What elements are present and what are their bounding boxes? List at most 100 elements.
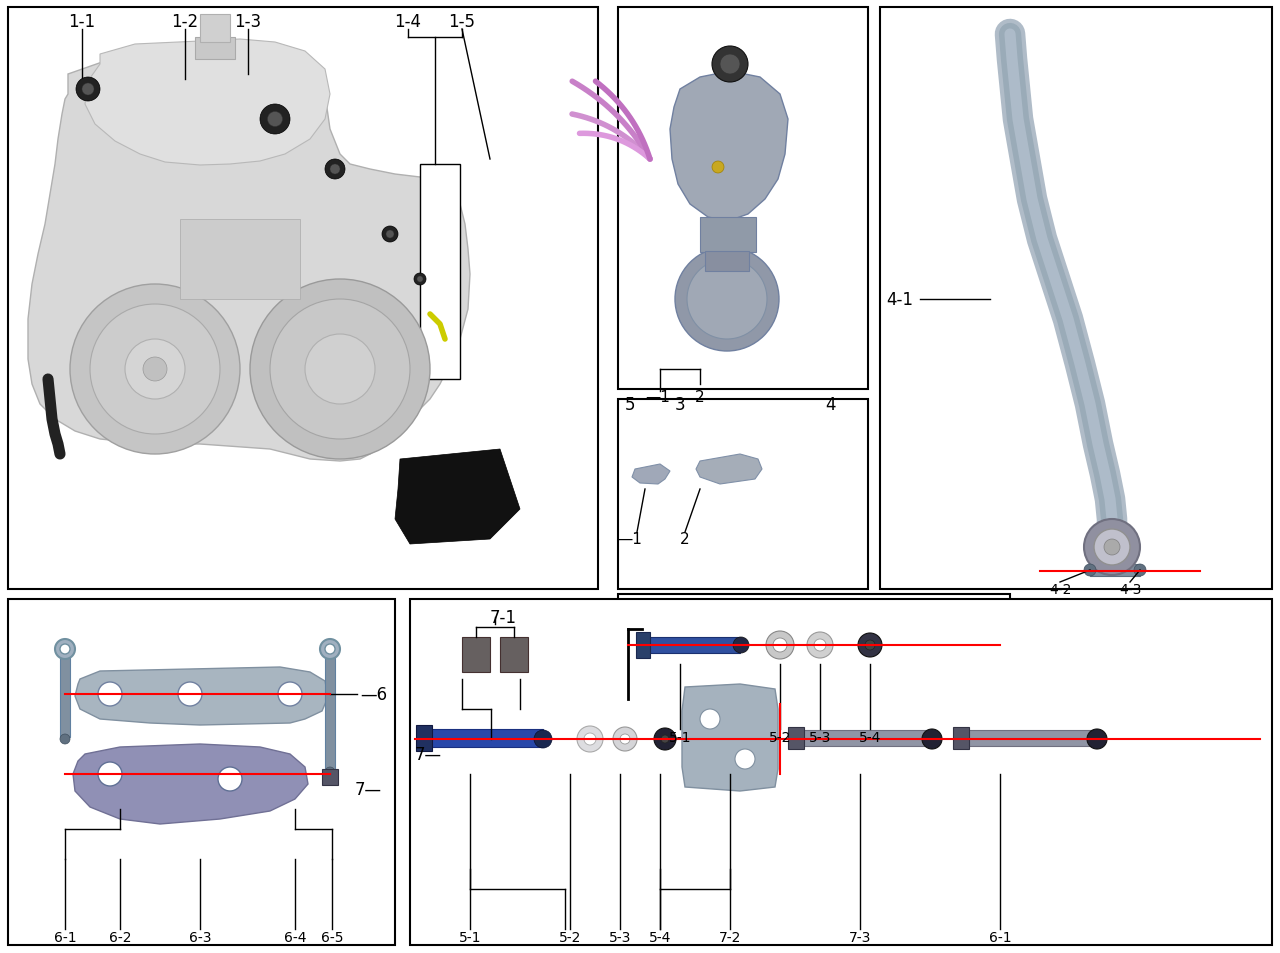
Bar — [410, 599, 1272, 945]
Text: 7-2: 7-2 — [719, 930, 741, 944]
Circle shape — [325, 644, 335, 655]
Text: 1-1: 1-1 — [68, 13, 96, 30]
Bar — [195, 38, 236, 60]
Circle shape — [143, 357, 166, 381]
Text: 5-1: 5-1 — [458, 930, 481, 944]
Circle shape — [99, 682, 122, 706]
Circle shape — [814, 639, 826, 651]
Bar — [462, 638, 490, 672]
Bar — [954, 727, 969, 749]
Circle shape — [675, 248, 780, 352]
Bar — [60, 658, 70, 738]
Text: —1: —1 — [617, 532, 643, 547]
Bar — [788, 727, 804, 749]
Polygon shape — [632, 464, 669, 484]
Text: 4-3: 4-3 — [1119, 582, 1142, 597]
Text: 5-2: 5-2 — [559, 930, 581, 944]
Circle shape — [178, 682, 202, 706]
Polygon shape — [84, 40, 330, 166]
Circle shape — [660, 735, 669, 743]
Text: 6-4: 6-4 — [284, 930, 306, 944]
Bar — [618, 399, 868, 589]
Bar — [8, 8, 598, 589]
Polygon shape — [396, 450, 520, 544]
Bar — [636, 633, 650, 659]
Circle shape — [1084, 564, 1096, 577]
Bar — [15, 15, 593, 584]
Circle shape — [577, 726, 603, 752]
Circle shape — [721, 55, 740, 75]
Text: 5: 5 — [625, 395, 635, 414]
Text: 6-3: 6-3 — [188, 930, 211, 944]
Circle shape — [60, 644, 70, 655]
Circle shape — [687, 260, 767, 339]
Bar — [323, 769, 338, 785]
Circle shape — [700, 709, 721, 729]
Circle shape — [1087, 729, 1107, 749]
Circle shape — [330, 165, 340, 174]
Circle shape — [613, 727, 637, 751]
Text: 2: 2 — [680, 532, 690, 547]
Bar — [965, 730, 1094, 746]
Circle shape — [387, 231, 394, 239]
Circle shape — [922, 729, 942, 749]
Text: 1-4: 1-4 — [394, 13, 421, 30]
Circle shape — [735, 749, 755, 769]
Text: 6-5: 6-5 — [321, 930, 343, 944]
Circle shape — [270, 299, 410, 439]
Text: 5-1: 5-1 — [668, 730, 691, 744]
Circle shape — [1134, 564, 1146, 577]
Circle shape — [765, 631, 794, 659]
Text: 5-4: 5-4 — [649, 930, 671, 944]
Bar — [1091, 564, 1140, 577]
Bar — [618, 8, 868, 390]
Circle shape — [218, 767, 242, 791]
Circle shape — [1103, 539, 1120, 556]
Circle shape — [268, 112, 283, 128]
Polygon shape — [669, 71, 788, 222]
Circle shape — [1084, 519, 1140, 576]
Text: 2: 2 — [695, 390, 705, 405]
Text: —6: —6 — [360, 685, 387, 703]
Text: 7—: 7— — [415, 745, 442, 763]
Circle shape — [250, 280, 430, 459]
Text: 1-3: 1-3 — [234, 13, 261, 30]
Text: 5-2: 5-2 — [769, 730, 791, 744]
Circle shape — [654, 728, 676, 750]
Bar — [881, 8, 1272, 589]
Circle shape — [417, 276, 422, 283]
Bar — [325, 658, 335, 772]
Circle shape — [534, 730, 552, 748]
Text: 4: 4 — [824, 395, 836, 414]
Polygon shape — [73, 744, 308, 824]
Circle shape — [305, 335, 375, 405]
Circle shape — [325, 767, 335, 778]
Bar — [618, 595, 1010, 749]
Text: 4-1: 4-1 — [887, 291, 914, 309]
Text: 4-2: 4-2 — [1048, 582, 1071, 597]
Bar — [420, 165, 460, 379]
Circle shape — [260, 105, 291, 135]
Bar — [700, 218, 756, 253]
Circle shape — [733, 638, 749, 654]
Text: 5-3: 5-3 — [609, 930, 631, 944]
Circle shape — [320, 639, 340, 659]
Bar — [500, 638, 529, 672]
Text: 7-1: 7-1 — [490, 608, 517, 626]
Text: 1-5: 1-5 — [448, 13, 475, 30]
Polygon shape — [682, 684, 778, 791]
Bar — [800, 730, 931, 746]
Bar — [8, 599, 396, 945]
Bar — [428, 729, 543, 747]
Polygon shape — [76, 667, 328, 725]
Text: 5-4: 5-4 — [859, 730, 881, 744]
Circle shape — [70, 285, 241, 455]
Circle shape — [55, 639, 76, 659]
Circle shape — [99, 762, 122, 786]
Circle shape — [712, 162, 724, 173]
Circle shape — [125, 339, 186, 399]
Circle shape — [278, 682, 302, 706]
Text: 1-2: 1-2 — [172, 13, 198, 30]
Polygon shape — [28, 52, 470, 461]
Circle shape — [82, 84, 93, 96]
